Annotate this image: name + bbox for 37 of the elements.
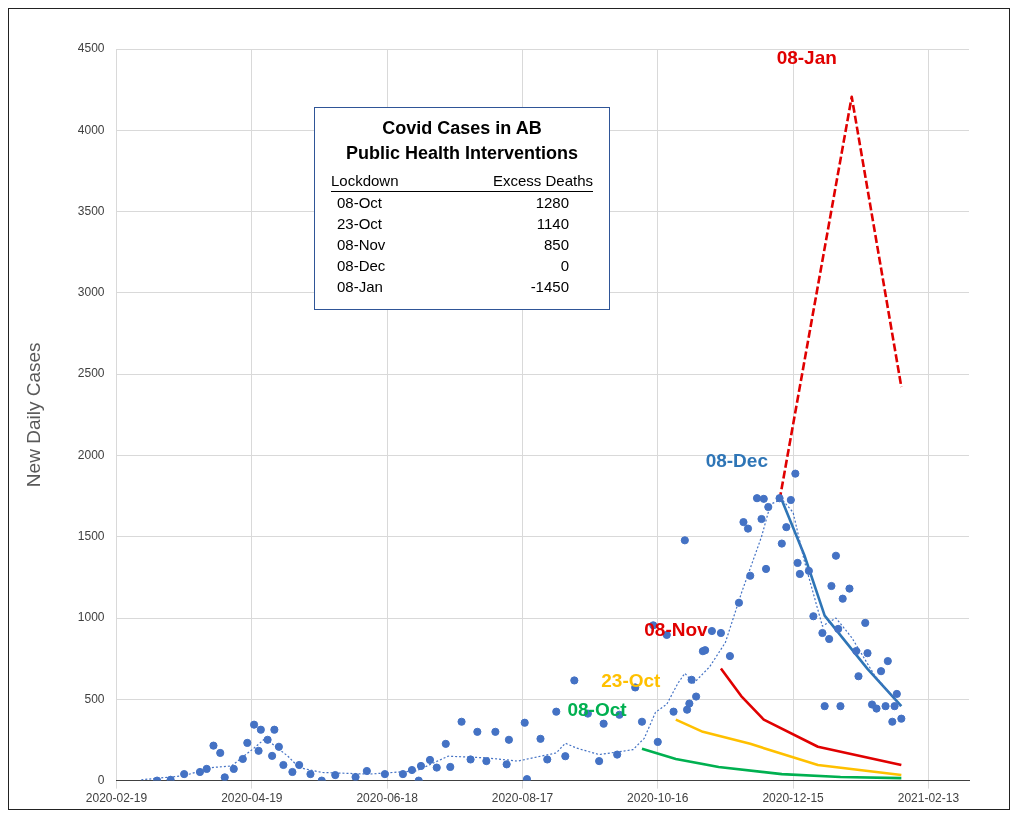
y-tick-label: 2500 xyxy=(77,366,105,381)
annotation: 08-Oct xyxy=(336,193,383,213)
text: Covid Cases in AB xyxy=(381,117,543,140)
y-tick-label: 2000 xyxy=(77,447,105,462)
annotation: 23-Oct xyxy=(336,214,383,234)
annotation: 08-Dec xyxy=(336,256,387,276)
y-tick-label: 3500 xyxy=(77,203,105,218)
y-tick-label: 4500 xyxy=(77,41,105,56)
y-tick-label: 1000 xyxy=(77,610,105,625)
y-tick-label: 500 xyxy=(84,691,105,706)
annotation: 1140 xyxy=(535,214,570,234)
series-label: 23-Oct xyxy=(601,669,662,691)
y-axis-title: New Daily Cases xyxy=(22,342,44,488)
y-tick-label: 0 xyxy=(97,772,105,787)
x-tick-label: 2021-02-13 xyxy=(897,791,960,806)
text: Public Health Interventions xyxy=(344,142,579,165)
x-tick-label: 2020-02-19 xyxy=(85,791,148,806)
x-tick-label: 2020-04-19 xyxy=(221,791,283,806)
annotation: 850 xyxy=(542,235,570,255)
annotation: 08-Jan xyxy=(336,277,384,297)
series-label: 08-Jan xyxy=(776,47,837,69)
x-tick-label: 2020-08-17 xyxy=(491,791,554,806)
annotation: Excess Deaths xyxy=(462,170,593,192)
x-tick-label: 2020-12-15 xyxy=(762,791,825,806)
x-tick-label: 2020-10-16 xyxy=(627,791,689,806)
series-label: 08-Oct xyxy=(567,698,628,720)
x-tick-label: 2020-06-18 xyxy=(356,791,419,806)
annotation: Lockdown xyxy=(331,170,462,192)
y-tick-label: 1500 xyxy=(77,529,105,544)
annotation: 08-Nov xyxy=(336,235,387,255)
annotation: -1450 xyxy=(529,277,570,297)
annotation: 0 xyxy=(559,256,570,276)
series-label: 08-Nov xyxy=(644,618,709,640)
y-tick-label: 3000 xyxy=(77,285,105,300)
annotation: 1280 xyxy=(534,193,570,213)
y-tick-label: 4000 xyxy=(77,122,105,137)
series-label: 08-Dec xyxy=(705,450,769,472)
